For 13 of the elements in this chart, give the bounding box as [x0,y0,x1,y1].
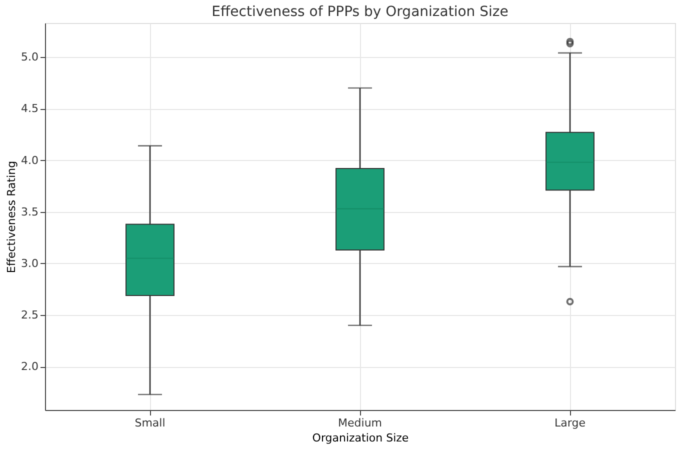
y-tick-label: 2.0 [21,360,38,374]
x-tick-label: Large [554,416,586,430]
x-tick-label: Medium [338,416,382,430]
y-axis-title: Effectiveness Rating [5,160,18,274]
y-tick-label: 3.0 [21,256,38,270]
y-tick-label: 3.5 [21,205,38,218]
x-tick-label: Small [134,416,166,430]
y-tick-label: 4.0 [21,154,38,167]
chart-title: Effectiveness of PPPs by Organization Size [212,4,508,20]
y-tick-label: 5.0 [21,50,38,64]
x-axis-title: Organization Size [312,432,409,444]
y-tick-label: 4.5 [21,102,38,116]
y-tick-label: 2.5 [21,308,38,322]
